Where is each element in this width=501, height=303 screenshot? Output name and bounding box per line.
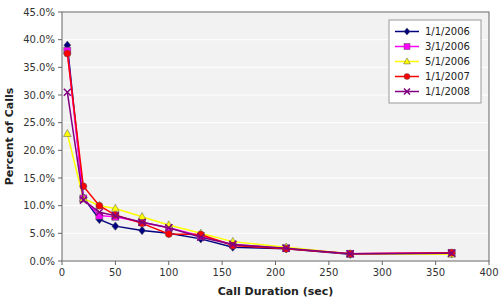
tick bbox=[275, 261, 276, 265]
tick bbox=[58, 261, 62, 262]
x-axis-label: Call Duration (sec) bbox=[218, 285, 334, 298]
marker bbox=[112, 204, 120, 211]
tick bbox=[58, 178, 62, 179]
tick-label: 5.0% bbox=[30, 228, 55, 239]
marker bbox=[229, 241, 236, 248]
legend-box bbox=[389, 20, 481, 103]
tick bbox=[435, 261, 436, 265]
marker bbox=[64, 50, 71, 57]
marker bbox=[96, 209, 103, 216]
tick-label: 25.0% bbox=[23, 117, 55, 128]
axes: 0.0% 5.0% 10.0% 15.0% 20.0% 25.0% 30.0% 35.0% 40… bbox=[23, 7, 498, 279]
series bbox=[64, 89, 455, 258]
tick-label: 20.0% bbox=[23, 145, 55, 156]
legend-marker bbox=[404, 58, 411, 64]
grid-line bbox=[62, 150, 489, 151]
tick-label: 400 bbox=[479, 267, 498, 278]
tick bbox=[58, 39, 62, 40]
tick bbox=[58, 122, 62, 123]
tick bbox=[222, 261, 223, 265]
marker bbox=[64, 89, 71, 96]
grid-line bbox=[62, 122, 489, 123]
series-line bbox=[67, 134, 451, 255]
tick-label: 45.0% bbox=[23, 7, 55, 18]
legend-marker bbox=[404, 28, 410, 35]
y-axis-label: Percent of Calls bbox=[3, 87, 16, 185]
legend-label: 3/1/2006 bbox=[425, 41, 470, 52]
marker bbox=[112, 212, 119, 219]
tick-label: 15.0% bbox=[23, 173, 55, 184]
legend: 1/1/2006 3/1/2006 5/1/2006 1/1/2007 1/1/2008 bbox=[389, 20, 481, 103]
tick-label: 0 bbox=[59, 267, 65, 278]
legend-marker bbox=[404, 89, 410, 95]
marker bbox=[165, 230, 172, 237]
marker bbox=[63, 130, 71, 137]
tick bbox=[489, 261, 490, 265]
tick bbox=[58, 67, 62, 68]
marker bbox=[448, 250, 455, 257]
tick bbox=[58, 205, 62, 206]
grid-line bbox=[62, 205, 489, 206]
tick-label: 50 bbox=[109, 267, 122, 278]
marker bbox=[112, 222, 119, 230]
tick bbox=[58, 12, 62, 13]
tick bbox=[328, 261, 329, 265]
marker bbox=[80, 197, 87, 204]
legend-label: 5/1/2006 bbox=[425, 56, 470, 67]
tick-label: 150 bbox=[213, 267, 232, 278]
marker bbox=[283, 245, 290, 252]
legend-label: 1/1/2006 bbox=[425, 26, 470, 37]
tick bbox=[58, 233, 62, 234]
tick-label: 200 bbox=[266, 267, 285, 278]
tick bbox=[115, 261, 116, 265]
legend-marker bbox=[404, 74, 410, 80]
tick-label: 300 bbox=[373, 267, 392, 278]
plot-background bbox=[62, 12, 489, 261]
grid-line bbox=[62, 233, 489, 234]
tick bbox=[62, 261, 63, 265]
tick-label: 100 bbox=[159, 267, 178, 278]
tick bbox=[58, 95, 62, 96]
chart: 0.0% 5.0% 10.0% 15.0% 20.0% 25.0% 30.0% 35.0% 40… bbox=[0, 0, 501, 303]
marker bbox=[96, 202, 103, 209]
marker bbox=[347, 250, 354, 257]
tick-label: 30.0% bbox=[23, 90, 55, 101]
tick bbox=[382, 261, 383, 265]
tick bbox=[58, 150, 62, 151]
grid-line bbox=[62, 178, 489, 179]
series-line bbox=[67, 92, 451, 254]
tick bbox=[168, 261, 169, 265]
legend-label: 1/1/2008 bbox=[425, 86, 470, 97]
tick-label: 35.0% bbox=[23, 62, 55, 73]
marker bbox=[138, 213, 146, 220]
plot-frame bbox=[62, 12, 489, 261]
tick-label: 40.0% bbox=[23, 34, 55, 45]
marker bbox=[229, 242, 236, 249]
tick-label: 350 bbox=[426, 267, 445, 278]
legend-label: 1/1/2007 bbox=[425, 71, 470, 82]
series bbox=[63, 130, 455, 258]
tick-label: 250 bbox=[319, 267, 338, 278]
marker bbox=[139, 219, 146, 226]
tick-label: 0.0% bbox=[30, 256, 55, 267]
marker bbox=[139, 226, 146, 234]
legend-marker bbox=[404, 44, 410, 50]
tick-label: 10.0% bbox=[23, 200, 55, 211]
marker bbox=[197, 234, 204, 241]
marker bbox=[165, 224, 172, 231]
